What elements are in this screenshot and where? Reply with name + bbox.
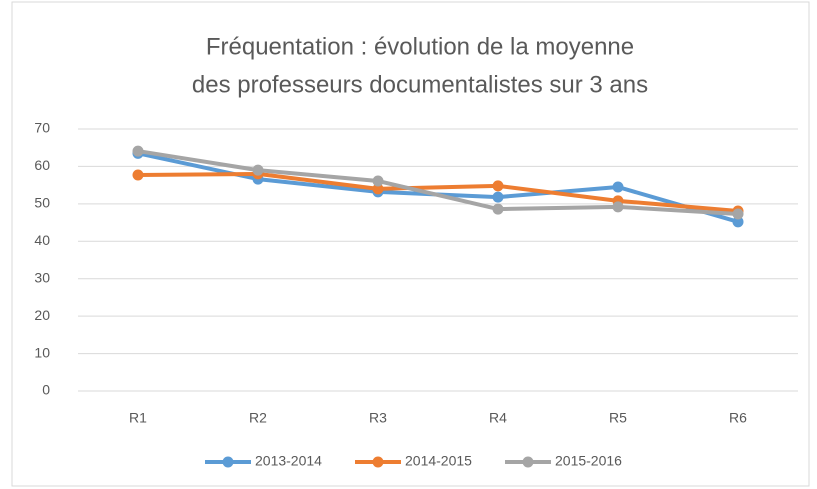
x-tick-label: R6	[729, 410, 747, 426]
data-point	[492, 203, 504, 215]
x-tick-label: R5	[609, 410, 627, 426]
chart-frame	[11, 1, 810, 487]
data-point	[372, 183, 384, 195]
x-tick-label: R4	[489, 410, 507, 426]
y-tick-label: 30	[34, 269, 50, 285]
y-tick-label: 50	[34, 195, 50, 211]
data-point	[732, 216, 744, 228]
data-point	[252, 164, 264, 176]
legend-label: 2015-2016	[555, 453, 622, 469]
y-tick-label: 20	[34, 307, 50, 323]
x-tick-label: R2	[249, 410, 267, 426]
data-point	[492, 191, 504, 203]
series-line	[137, 171, 739, 213]
data-point	[492, 180, 504, 192]
legend-label: 2013-2014	[255, 453, 322, 469]
data-point	[132, 169, 144, 181]
data-point	[132, 145, 144, 157]
data-point	[612, 201, 624, 213]
y-tick-label: 0	[42, 382, 50, 398]
y-tick-label: 70	[34, 120, 50, 136]
legend-marker	[522, 456, 534, 468]
chart-title: Fréquentation : évolution de la moyenne	[206, 33, 634, 60]
legend-label: 2014-2015	[405, 453, 472, 469]
legend-marker	[222, 456, 234, 468]
x-tick-label: R1	[129, 410, 147, 426]
series-line	[137, 149, 739, 216]
data-point	[732, 208, 744, 220]
data-point	[612, 181, 624, 193]
y-tick-label: 40	[34, 232, 50, 248]
legend-marker	[372, 456, 384, 468]
x-tick-label: R3	[369, 410, 387, 426]
y-tick-label: 60	[34, 157, 50, 173]
chart-title: des professeurs documentalistes sur 3 an…	[192, 71, 648, 98]
data-point	[372, 175, 384, 187]
y-tick-label: 10	[34, 344, 50, 360]
